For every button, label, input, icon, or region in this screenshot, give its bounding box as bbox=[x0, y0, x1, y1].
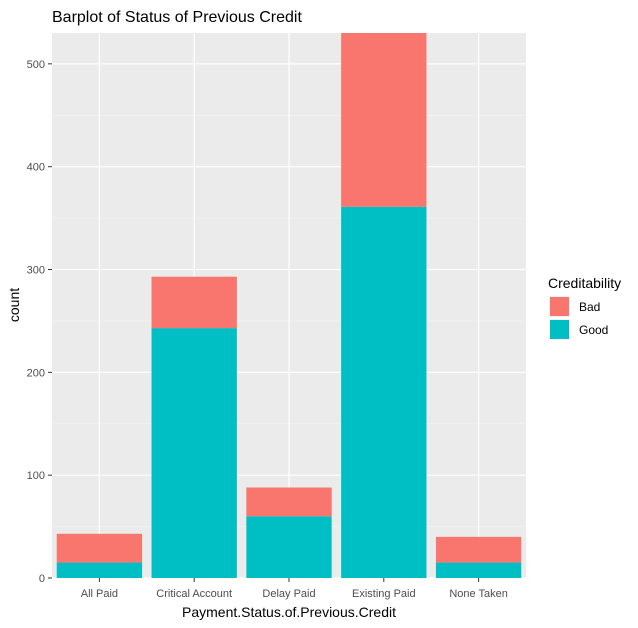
bar-good-all-paid bbox=[56, 562, 143, 578]
legend-label-good: Good bbox=[579, 323, 608, 337]
bar-bad-delay-paid bbox=[246, 487, 332, 517]
y-tick-label: 400 bbox=[27, 162, 45, 174]
legend-swatch-bad bbox=[550, 297, 569, 316]
bar-bad-critical-account bbox=[151, 276, 237, 329]
y-tick-label: 200 bbox=[27, 367, 45, 379]
bar-bad-existing-paid bbox=[341, 33, 427, 207]
bar-good-existing-paid bbox=[341, 206, 427, 578]
legend-swatch-good bbox=[550, 320, 569, 339]
chart-title: Barplot of Status of Previous Credit bbox=[52, 9, 302, 26]
y-tick-label: 100 bbox=[27, 470, 45, 482]
y-tick-label: 300 bbox=[27, 265, 45, 277]
x-tick-label: All Paid bbox=[81, 588, 118, 600]
y-axis-title: count bbox=[6, 288, 22, 322]
x-tick-label: None Taken bbox=[449, 588, 508, 600]
x-axis: All Paid Critical Account Delay Paid Existi… bbox=[81, 578, 508, 600]
x-tick-label: Existing Paid bbox=[352, 588, 416, 600]
legend-title: Creditability bbox=[548, 275, 621, 291]
bar-bad-none-taken bbox=[435, 536, 522, 563]
y-tick-label: 500 bbox=[27, 59, 45, 71]
y-tick-label: 0 bbox=[39, 573, 45, 585]
x-tick-label: Delay Paid bbox=[262, 588, 315, 600]
legend-label-bad: Bad bbox=[579, 300, 600, 314]
bars bbox=[56, 33, 522, 578]
legend: Creditability Bad Good bbox=[548, 275, 621, 340]
y-axis: 0 100 200 300 400 500 bbox=[27, 59, 52, 585]
bar-bad-all-paid bbox=[56, 533, 143, 563]
bar-good-none-taken bbox=[435, 562, 522, 578]
bar-good-critical-account bbox=[151, 328, 237, 578]
x-tick-label: Critical Account bbox=[156, 588, 232, 600]
x-axis-title: Payment.Status.of.Previous.Credit bbox=[182, 604, 396, 620]
bar-good-delay-paid bbox=[246, 516, 332, 578]
